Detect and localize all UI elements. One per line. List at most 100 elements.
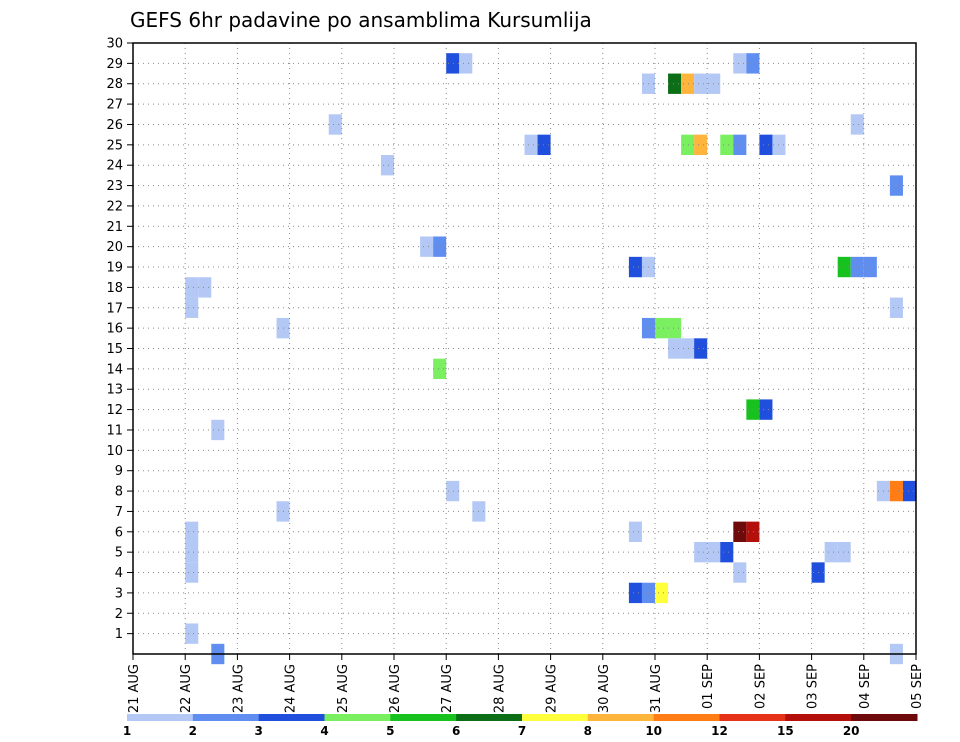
heatmap-cell <box>733 521 747 542</box>
heatmap-cell <box>902 480 916 502</box>
y-tick-label: 23 <box>106 179 123 194</box>
y-tick-label: 28 <box>106 77 123 92</box>
y-tick-label: 9 <box>115 464 123 479</box>
y-tick-label: 1 <box>115 627 123 642</box>
x-tick-label: 05 SEP <box>910 664 925 709</box>
heatmap-cell <box>694 134 708 156</box>
heatmap-cell <box>459 53 473 74</box>
legend-swatch <box>390 714 457 721</box>
legend-swatch <box>258 714 325 721</box>
y-tick-label: 6 <box>115 525 123 540</box>
heatmap-cell <box>433 236 447 257</box>
legend-swatch <box>192 714 260 721</box>
heatmap-cell <box>198 277 212 298</box>
heatmap-cell <box>328 114 342 135</box>
y-tick-label: 30 <box>106 37 123 52</box>
y-tick-label: 5 <box>115 546 123 561</box>
legend-label: 15 <box>777 724 794 738</box>
x-tick-label: 21 AUG <box>127 664 142 713</box>
legend-label: 6 <box>452 724 460 738</box>
heatmap-cell <box>837 541 851 563</box>
x-tick-label: 31 AUG <box>649 664 664 713</box>
y-tick-label: 15 <box>106 342 123 357</box>
heatmap-cell <box>185 297 199 318</box>
heatmap-cell <box>628 256 642 278</box>
heatmap-cell <box>446 53 460 74</box>
heatmap-cell <box>655 317 669 339</box>
x-tick-label: 26 AUG <box>388 664 403 713</box>
heatmap-cell <box>185 541 199 563</box>
y-tick-label: 21 <box>106 220 123 235</box>
legend-swatch <box>851 714 918 721</box>
y-tick-label: 7 <box>115 505 123 520</box>
y-tick-label: 11 <box>106 423 123 438</box>
heatmap-cell <box>380 155 394 176</box>
heatmap-cell <box>681 338 695 359</box>
x-tick-label: 24 AUG <box>284 664 299 713</box>
x-tick-label: 27 AUG <box>440 664 455 713</box>
heatmap-cell <box>720 134 734 156</box>
legend-swatch <box>456 714 523 721</box>
heatmap-cell <box>850 114 864 135</box>
heatmap-cell <box>889 175 903 196</box>
heatmap-cell <box>628 582 642 604</box>
y-tick-label: 27 <box>106 98 123 113</box>
legend-swatch <box>785 714 852 721</box>
legend-label: 20 <box>843 724 860 738</box>
x-tick-label: 23 AUG <box>231 664 246 713</box>
heatmap-cell <box>694 73 708 94</box>
x-tick-label: 04 SEP <box>858 664 873 709</box>
x-tick-label: 22 AUG <box>179 664 194 713</box>
heatmap-cell <box>733 134 747 156</box>
heatmap-cell <box>837 256 851 278</box>
legend-label: 1 <box>123 724 131 738</box>
heatmap-cell <box>668 73 682 94</box>
x-tick-label: 02 SEP <box>753 664 768 709</box>
heatmap-cell <box>668 317 682 339</box>
heatmap-cell <box>211 419 225 441</box>
y-tick-label: 25 <box>106 138 123 153</box>
legend-swatch <box>127 714 194 721</box>
y-axis: 1234567891011121314151617181920212223242… <box>106 37 133 642</box>
x-tick-label: 30 AUG <box>597 664 612 713</box>
legend-label: 5 <box>386 724 394 738</box>
legend-label: 12 <box>711 724 728 738</box>
x-axis: 21 AUG 22 AUG 23 AUG 24 AUG 25 AUG 26 AUG 27 A… <box>127 654 925 713</box>
heatmap-cell <box>655 582 669 604</box>
y-tick-label: 12 <box>106 403 123 418</box>
x-tick-label: 29 AUG <box>545 664 560 713</box>
x-tick-label: 28 AUG <box>492 664 507 713</box>
legend-label: 3 <box>254 724 262 738</box>
legend-swatch <box>653 714 720 721</box>
y-tick-label: 8 <box>115 485 123 500</box>
heatmap-cell <box>537 134 551 156</box>
y-tick-label: 18 <box>106 281 123 296</box>
heatmap-cell <box>759 399 773 420</box>
heatmap-cell <box>185 562 199 583</box>
heatmap-cell <box>681 73 695 94</box>
heatmap-cell <box>889 480 903 502</box>
legend-label: 7 <box>518 724 526 738</box>
heatmap-cell <box>746 53 760 74</box>
heatmap-cell <box>694 338 708 359</box>
y-tick-label: 20 <box>106 240 123 255</box>
x-tick-label: 03 SEP <box>806 664 821 709</box>
color-legend: 1 2 3 4 5 6 7 8 10 12 15 20 <box>123 714 918 738</box>
y-tick-label: 24 <box>106 159 123 174</box>
legend-swatch <box>324 714 391 721</box>
legend-label: 4 <box>320 724 328 738</box>
legend-label: 8 <box>584 724 592 738</box>
chart-title: GEFS 6hr padavine po ansamblima Kursumli… <box>130 8 592 32</box>
y-tick-label: 13 <box>106 383 123 398</box>
y-tick-label: 3 <box>115 586 123 601</box>
y-tick-label: 14 <box>106 362 123 377</box>
heatmap-cell <box>185 277 199 298</box>
heatmap-cell <box>863 256 877 278</box>
legend-label: 2 <box>189 724 197 738</box>
heatmap-cell <box>433 358 447 380</box>
heatmap-cell <box>733 562 747 583</box>
heatmap-cell <box>746 521 760 542</box>
grid-lines <box>133 42 916 654</box>
y-tick-label: 16 <box>106 322 123 337</box>
